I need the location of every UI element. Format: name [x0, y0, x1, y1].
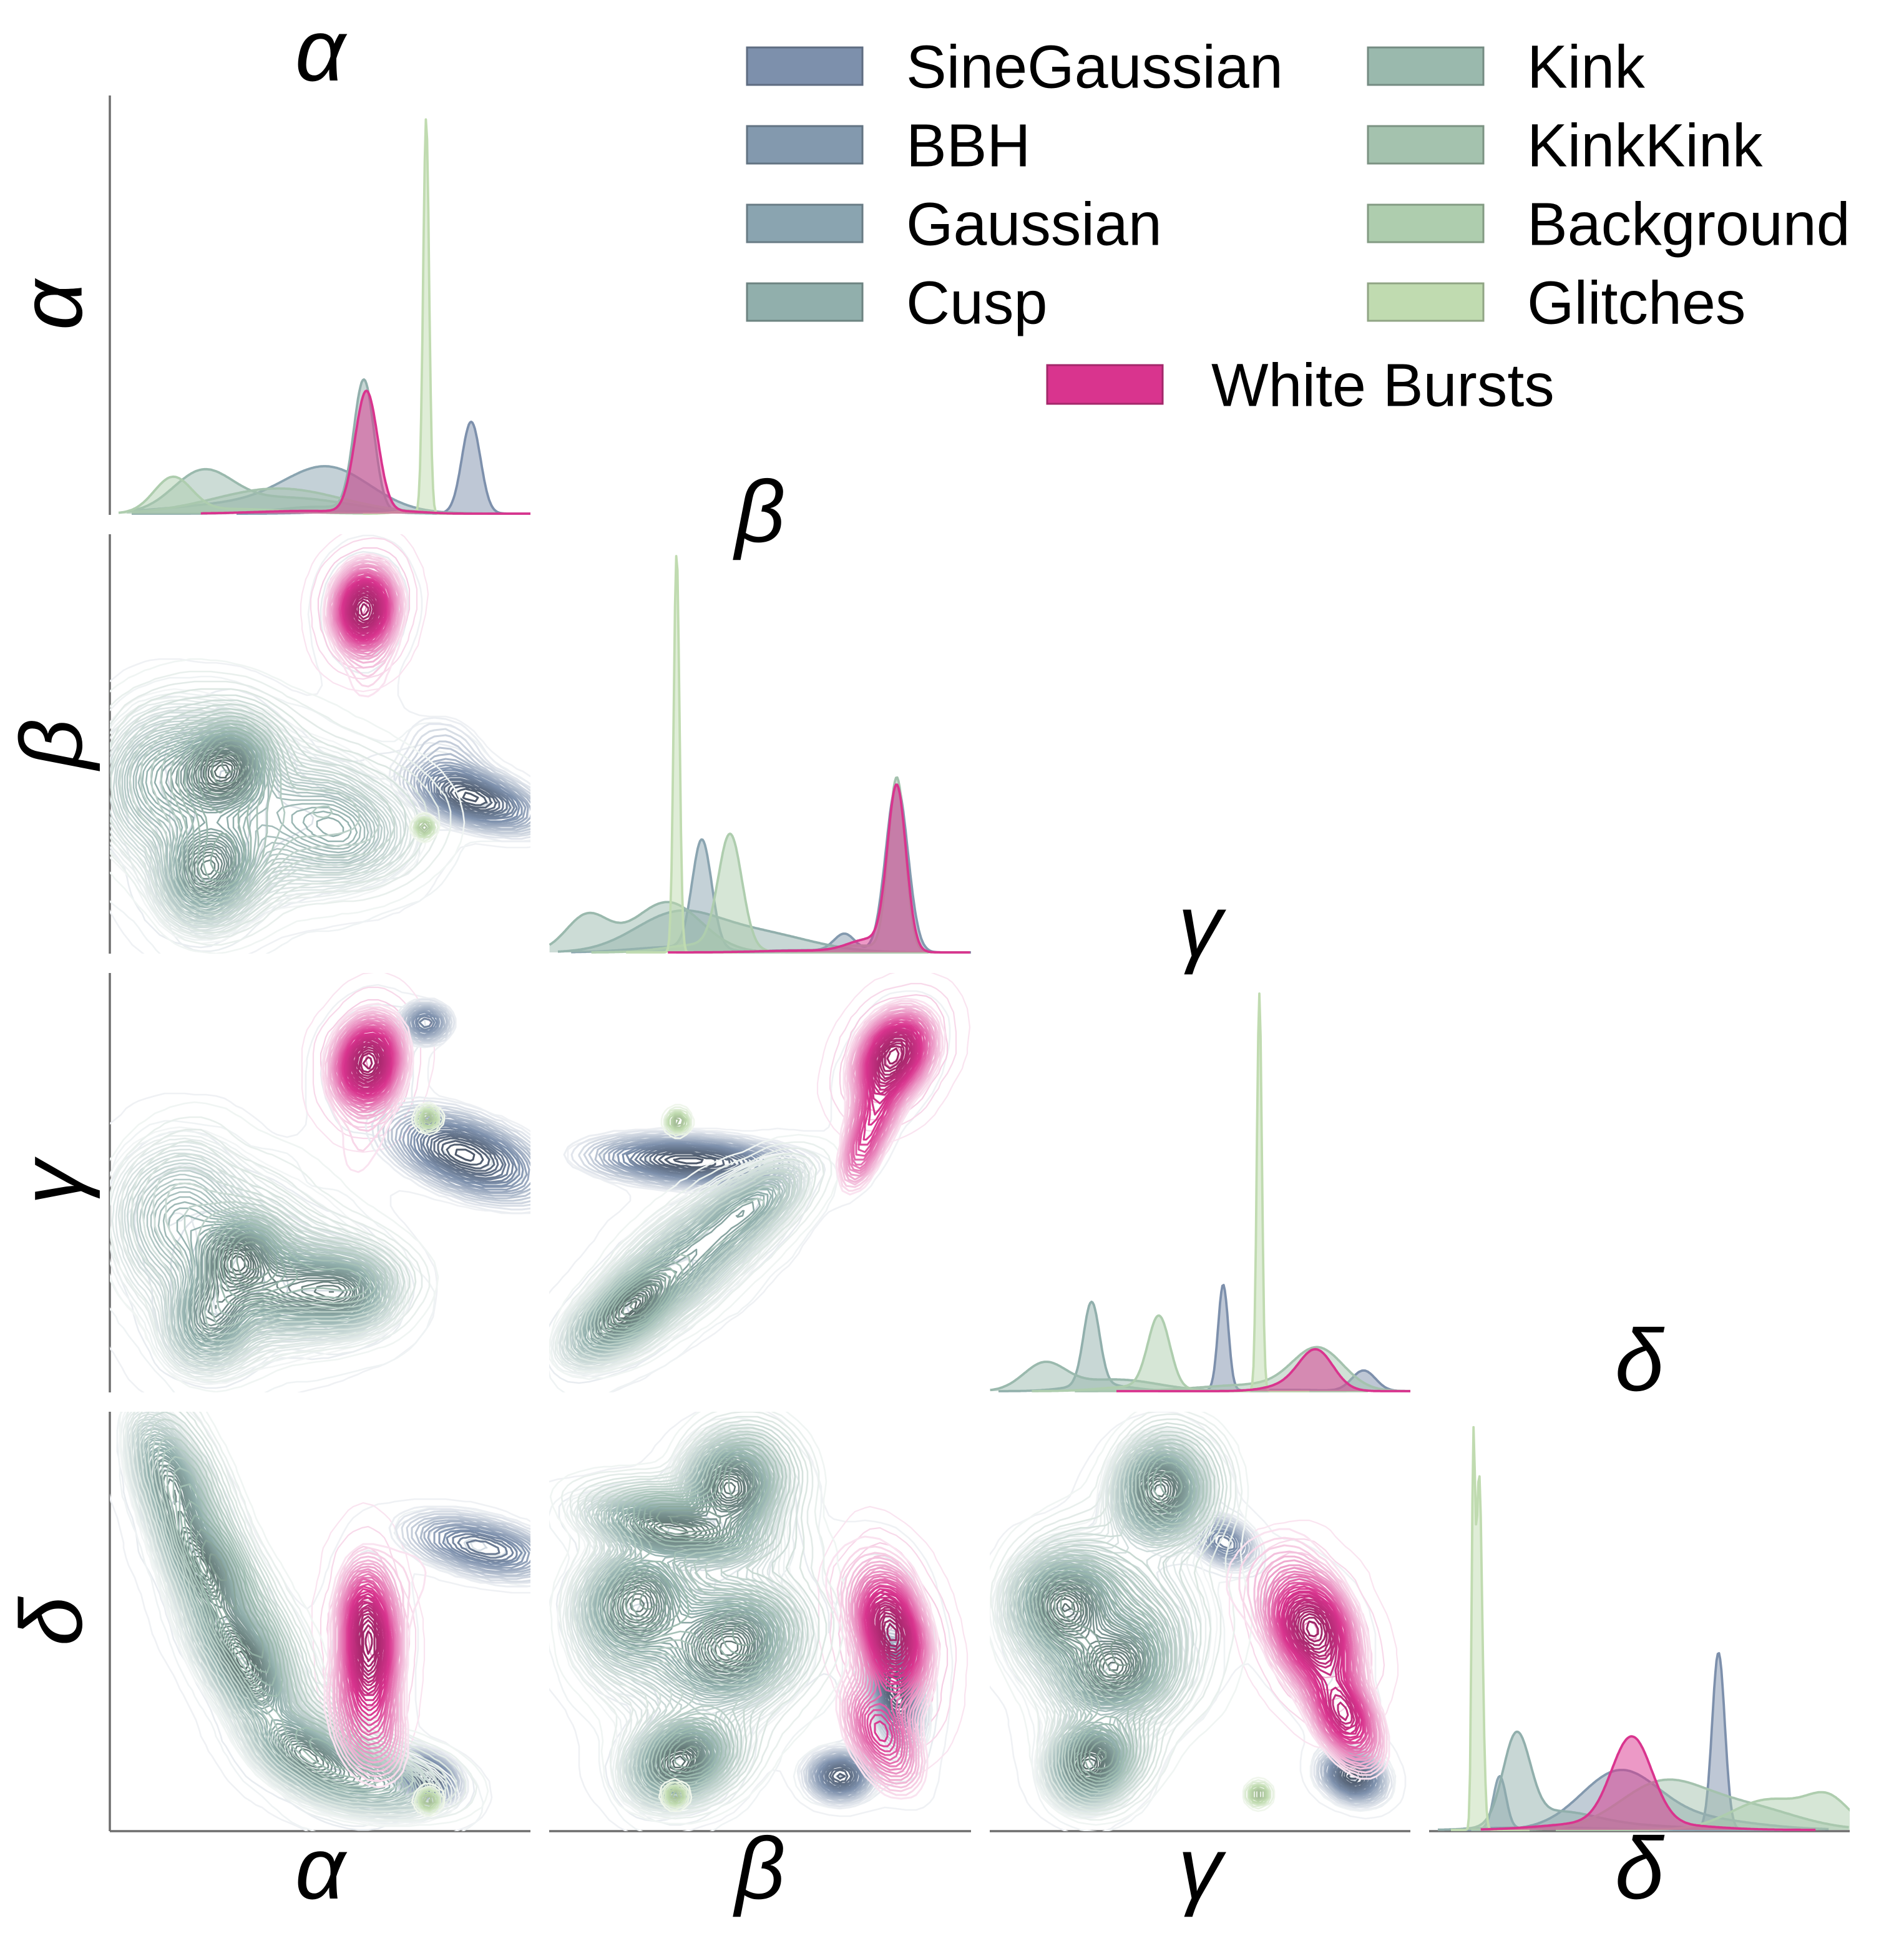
svg-text:KinkKink: KinkKink [1527, 112, 1763, 180]
svg-text:γ: γ [2, 1156, 100, 1205]
svg-text:δ: δ [1615, 1819, 1665, 1917]
svg-text:α: α [295, 1, 348, 99]
svg-text:White Bursts: White Bursts [1211, 351, 1555, 419]
svg-text:β: β [2, 719, 100, 772]
svg-text:Kink: Kink [1527, 33, 1645, 101]
svg-text:Gaussian: Gaussian [906, 190, 1162, 258]
svg-text:δ: δ [1615, 1311, 1665, 1409]
svg-text:BBH: BBH [906, 112, 1030, 180]
svg-text:γ: γ [1178, 1819, 1227, 1917]
svg-text:β: β [733, 1819, 786, 1917]
svg-text:γ: γ [1178, 876, 1227, 975]
svg-text:Glitches: Glitches [1527, 269, 1745, 337]
svg-text:β: β [733, 462, 786, 560]
svg-text:Cusp: Cusp [906, 269, 1047, 337]
svg-text:δ: δ [2, 1596, 100, 1646]
svg-text:α: α [295, 1819, 348, 1917]
svg-text:α: α [2, 278, 100, 330]
svg-text:Background: Background [1527, 190, 1850, 258]
svg-text:SineGaussian: SineGaussian [906, 33, 1283, 101]
